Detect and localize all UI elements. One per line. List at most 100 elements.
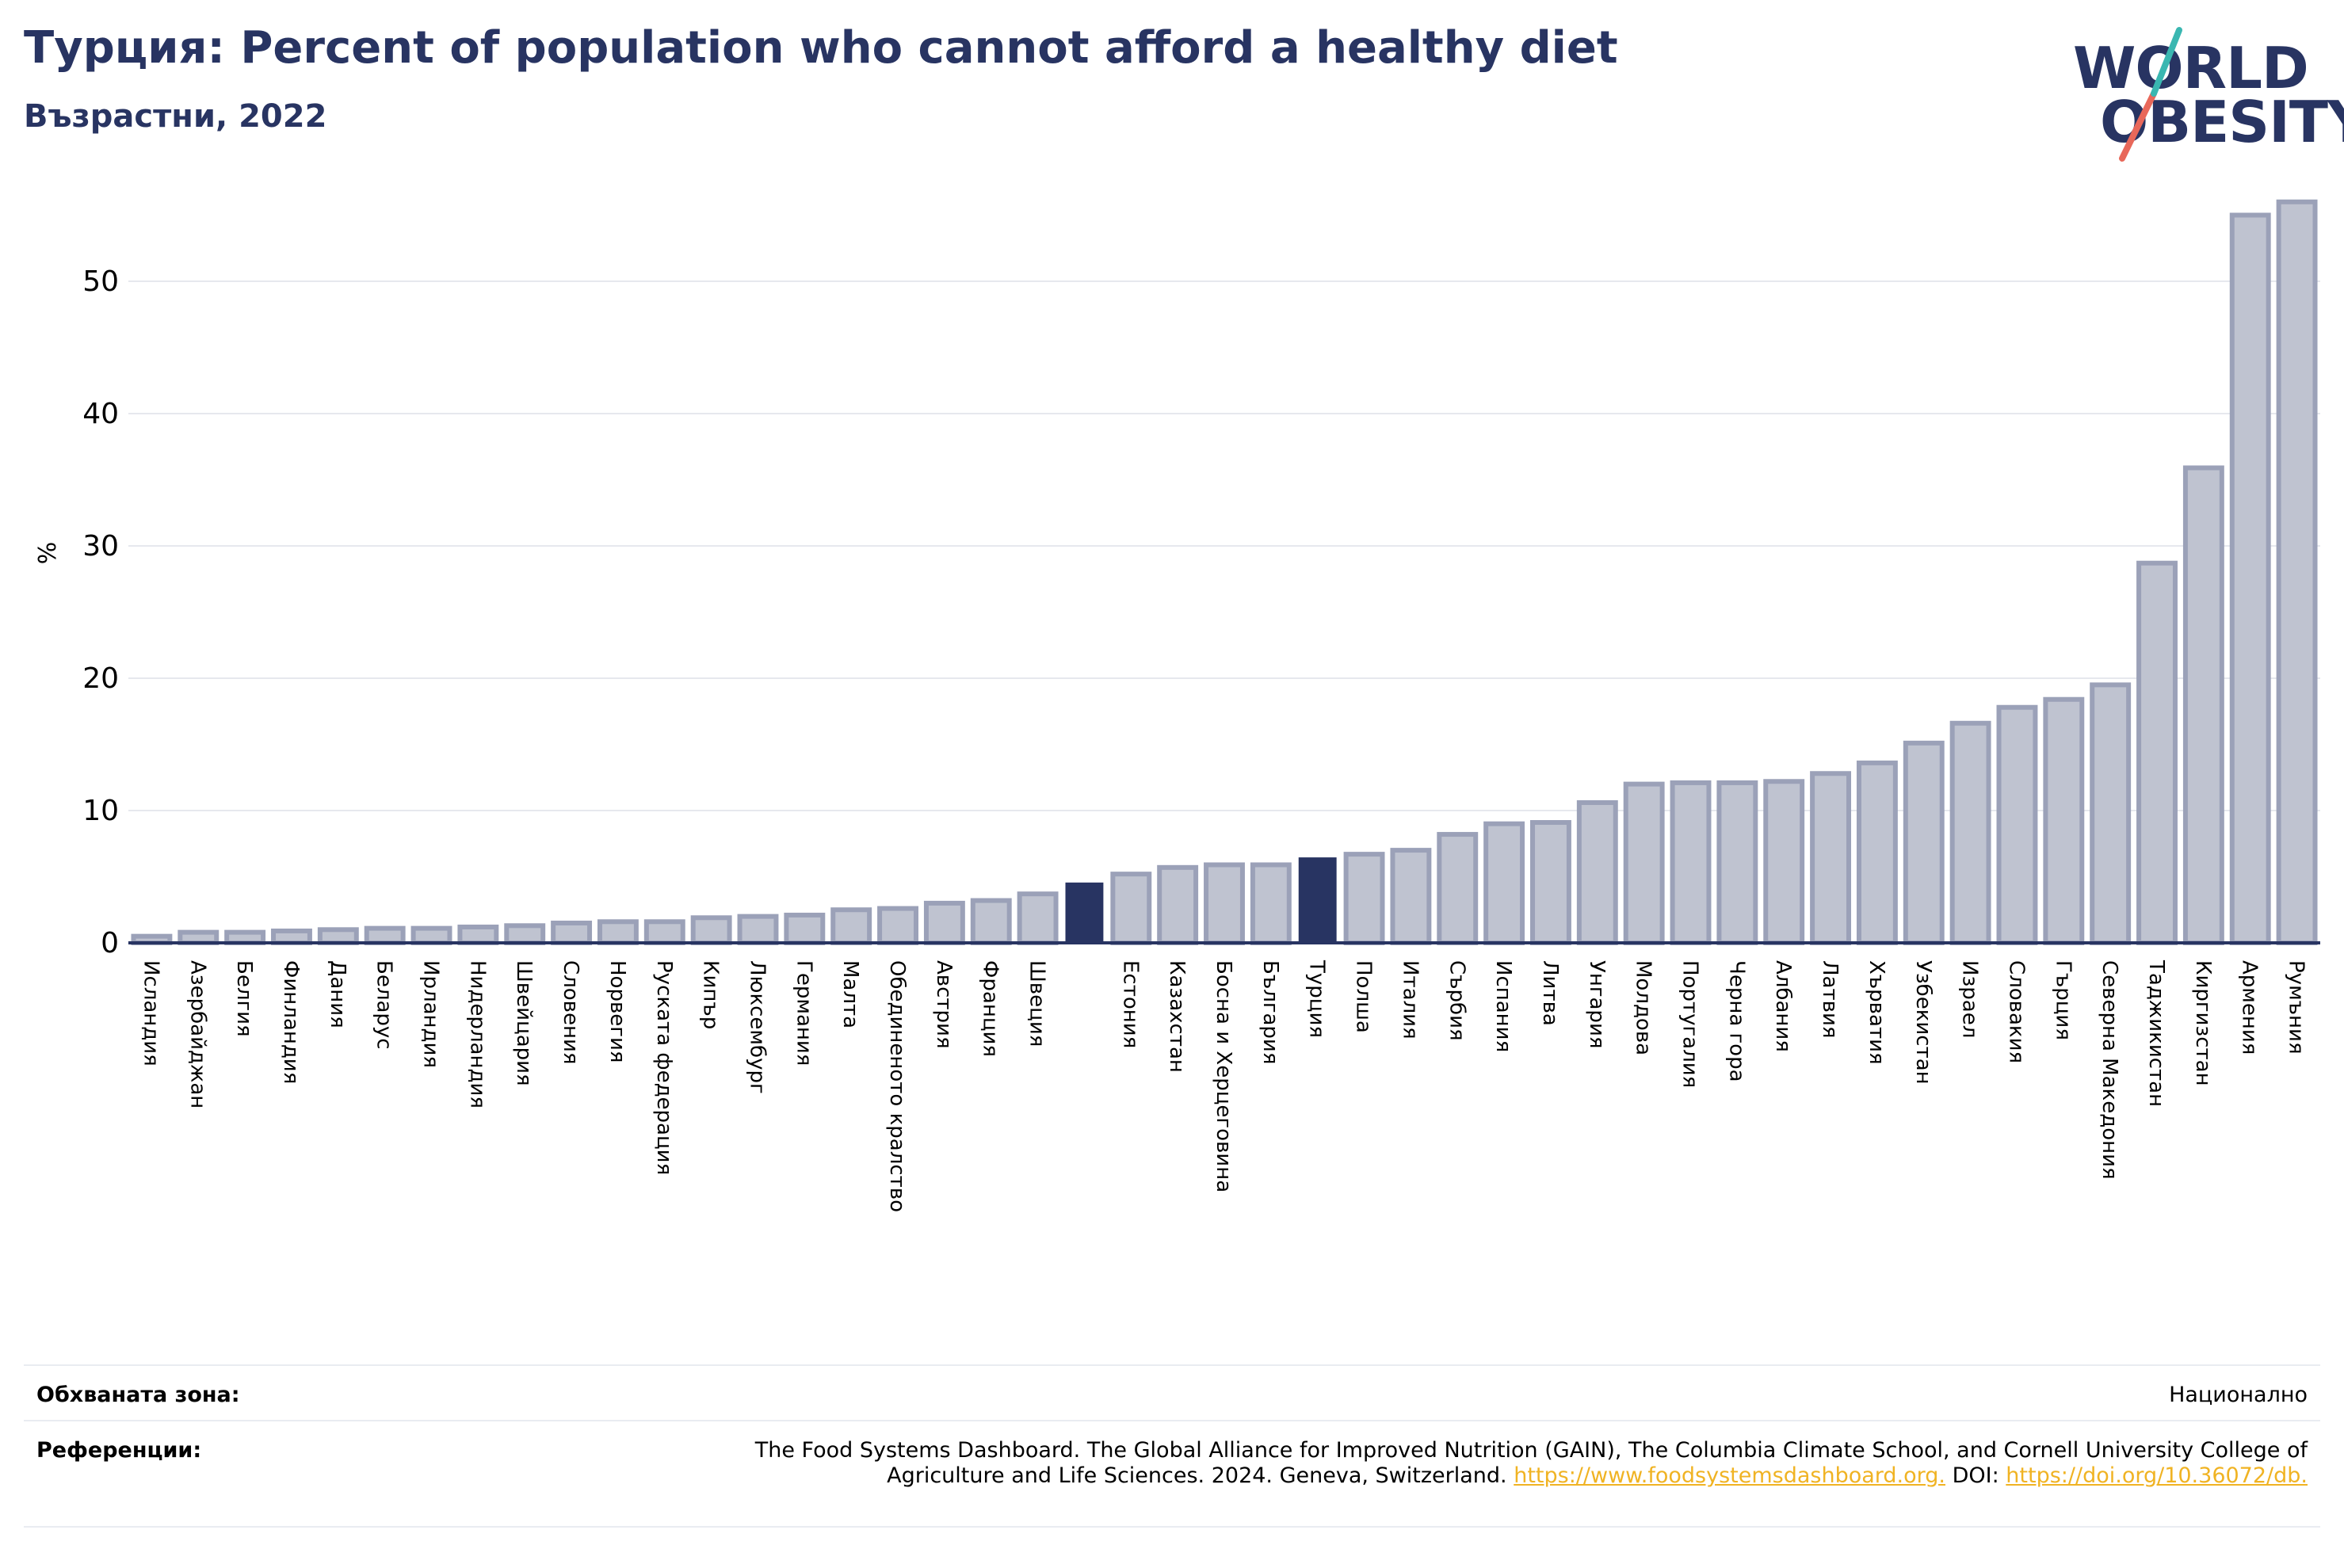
x-tick-label: Финландия (279, 960, 303, 1084)
references-doi-label: DOI: (1952, 1463, 1999, 1488)
bar (1903, 740, 1945, 946)
bar (1576, 799, 1618, 945)
bar (2182, 465, 2224, 945)
bar (737, 914, 779, 945)
x-tick-label: Гърция (2051, 960, 2075, 1040)
bar (784, 912, 826, 946)
bar (1017, 891, 1059, 945)
x-tick-label: Естония (1118, 960, 1142, 1048)
bar (970, 898, 1012, 946)
references-text-block: The Food Systems Dashboard. The Global A… (643, 1438, 2308, 1489)
footer-divider-top (24, 1364, 2320, 1366)
x-tick-label: Словакия (2004, 960, 2028, 1063)
x-tick-label: Нидерландия (465, 960, 489, 1108)
bar (830, 907, 872, 945)
bar (1298, 857, 1337, 944)
bar (923, 900, 965, 946)
bar (643, 919, 685, 946)
y-tick-label: 40 (82, 398, 119, 430)
x-tick-label: Казахстан (1165, 960, 1189, 1073)
bar (1623, 781, 1665, 945)
x-tick-label: Литва (1538, 960, 1562, 1026)
x-tick-label: Узбекистан (1911, 960, 1935, 1085)
bar (1996, 704, 2038, 945)
bar (1483, 821, 1525, 945)
bar (597, 919, 639, 946)
bar (1949, 720, 1991, 946)
bar (1065, 882, 1104, 944)
bar (2043, 696, 2085, 945)
x-tick-label: Сърбия (1445, 960, 1468, 1041)
bar (2276, 199, 2318, 946)
bar (1110, 872, 1152, 946)
bar (690, 915, 732, 946)
x-tick-label: Швеция (1025, 960, 1049, 1047)
x-tick-label: Полша (1352, 960, 1376, 1033)
y-tick-label: 10 (82, 795, 119, 827)
y-tick-label: 0 (101, 927, 119, 959)
x-tick-label: Албания (1771, 960, 1795, 1052)
x-tick-label: Швейцария (512, 960, 536, 1086)
x-tick-label: Киргизстан (2191, 960, 2215, 1086)
x-tick-label: Испания (1491, 960, 1515, 1052)
bar-chart: 0 10 20 30 40 50% Исландия Азербайджан Белгия Фин… (34, 199, 2320, 1212)
x-tick-label: Словения (559, 960, 582, 1065)
x-tick-label: Латвия (1818, 960, 1842, 1039)
x-tick-label: Черна гора (1724, 960, 1748, 1082)
x-tick-label: Румъния (2285, 960, 2308, 1055)
x-tick-label: Дания (326, 960, 349, 1028)
x-tick-label: Португалия (1678, 960, 1702, 1088)
bar (504, 923, 546, 946)
y-axis-label: % (34, 542, 62, 565)
x-tick-label: Кипър (699, 960, 723, 1029)
bar (1157, 864, 1199, 946)
bar (224, 929, 266, 946)
x-tick-label: Хърватия (1865, 960, 1888, 1065)
x-tick-label: Люксембург (745, 960, 769, 1094)
x-tick-label: Унгария (1585, 960, 1609, 1048)
bar (1716, 780, 1758, 945)
coverage-value: Национално (2169, 1383, 2308, 1407)
x-tick-label: Австрия (932, 960, 956, 1049)
x-tick-label: Азербайджан (185, 960, 209, 1108)
bar (410, 925, 452, 946)
logo-slash-icon (2119, 27, 2182, 162)
bar (2229, 212, 2271, 945)
references-link-doi[interactable]: https://doi.org/10.36072/db. (2006, 1463, 2308, 1488)
bar (1390, 848, 1432, 945)
bar (1856, 760, 1898, 945)
references-link-dashboard[interactable]: https://www.foodsystemsdashboard.org. (1514, 1463, 1945, 1488)
bar (1437, 832, 1479, 946)
x-tick-label: Ирландия (419, 960, 443, 1068)
y-tick-label: 20 (82, 662, 119, 695)
bar (1810, 771, 1852, 945)
x-tick-label: Германия (792, 960, 815, 1066)
x-tick-label: Белгия (232, 960, 256, 1037)
x-tick-label: Босна и Херцеговина (1212, 960, 1235, 1192)
bar (1763, 779, 1805, 946)
x-tick-label: Армения (2238, 960, 2262, 1055)
bar (1530, 820, 1571, 946)
x-tick-label: Северна Македония (2098, 960, 2121, 1180)
x-tick-label: Франция (979, 960, 1002, 1057)
x-tick-label: Обединеното кралство (885, 960, 909, 1212)
bar (1204, 862, 1245, 945)
bar (271, 928, 312, 945)
references-text: The Food Systems Dashboard. The Global A… (754, 1438, 2308, 1488)
bar (877, 906, 918, 945)
bar (317, 927, 359, 946)
chart-subtitle: Възрастни, 2022 (24, 98, 327, 135)
x-tick-label: Малта (838, 960, 862, 1028)
y-tick-label: 30 (82, 530, 119, 563)
x-tick-label: България (1258, 960, 1282, 1064)
logo-line-1: WORLD (2073, 35, 2309, 101)
x-tick-label: Турция (1305, 959, 1329, 1038)
coverage-label: Обхваната зона: (36, 1383, 240, 1407)
x-tick-label: Таджикистан (2144, 959, 2168, 1107)
bar (178, 929, 220, 946)
x-tick-label: Молдова (1632, 960, 1655, 1055)
references-label: Референции: (36, 1438, 202, 1463)
x-tick-label: Италия (1398, 960, 1422, 1040)
bar (457, 924, 499, 945)
bar (1343, 852, 1385, 945)
